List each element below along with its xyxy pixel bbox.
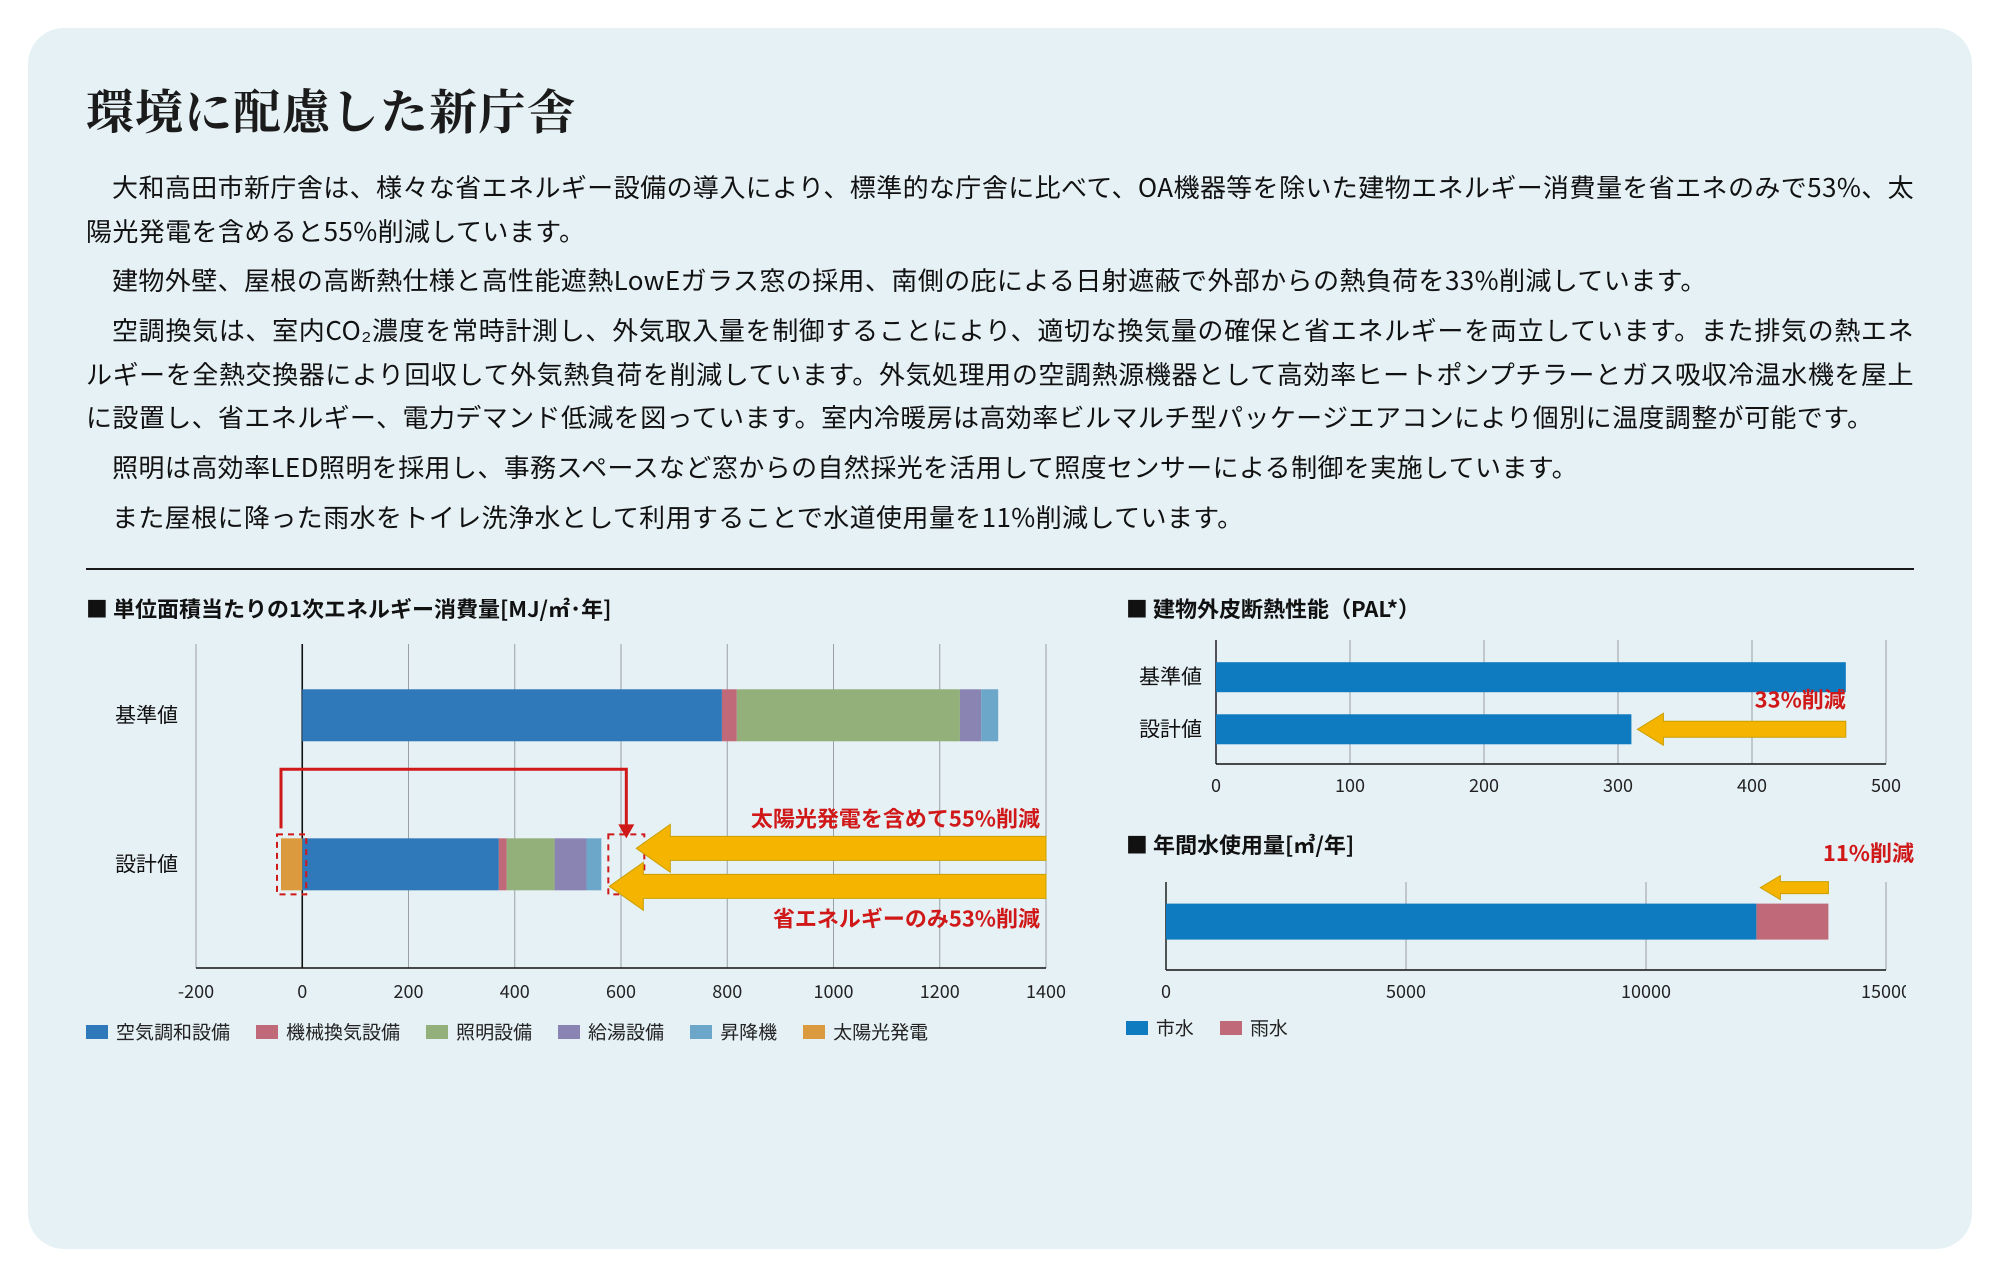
chart1-title: 単位面積当たりの1次エネルギー消費量[MJ/㎡･年]: [86, 592, 1066, 624]
paragraph: 照明は高効率LED照明を採用し、事務スペースなど窓からの自然採光を活用して照度セ…: [86, 445, 1914, 489]
svg-text:400: 400: [500, 978, 530, 1004]
chart2-block: 建物外皮断熱性能（PAL*） 0 100 200 300 400 500 基準値設計値 33%…: [1126, 592, 1914, 802]
svg-text:太陽光発電を含めて55%削減: 太陽光発電を含めて55%削減: [751, 802, 1040, 834]
paragraph: また屋根に降った雨水をトイレ洗浄水として利用することで水道使用量を11%削減して…: [86, 495, 1914, 539]
legend-swatch: [1220, 1021, 1242, 1035]
chart2: 0 100 200 300 400 500 基準値設計値 33%削減: [1126, 632, 1906, 802]
legend-swatch: [426, 1025, 448, 1039]
legend-label: 給湯設備: [588, 1018, 664, 1045]
legend-item: 空気調和設備: [86, 1018, 230, 1045]
legend-label: 昇降機: [720, 1018, 777, 1045]
svg-text:400: 400: [1737, 772, 1767, 798]
svg-text:5000: 5000: [1386, 978, 1426, 1004]
body-text: 大和高田市新庁舎は、様々な省エネルギー設備の導入により、標準的な庁舎に比べて、O…: [86, 165, 1914, 544]
legend-item: 照明設備: [426, 1018, 532, 1045]
legend-swatch: [256, 1025, 278, 1039]
chart1-legend: 空気調和設備 機械換気設備 照明設備 給湯設備 昇降機 太陽光発電: [86, 1018, 1066, 1045]
svg-text:設計値: 設計値: [1139, 714, 1202, 744]
svg-text:500: 500: [1871, 772, 1901, 798]
legend-label: 空気調和設備: [116, 1018, 230, 1045]
svg-text:300: 300: [1603, 772, 1633, 798]
svg-text:15000: 15000: [1861, 978, 1906, 1004]
chart3-note: 11%削減: [1823, 836, 1914, 868]
svg-text:1200: 1200: [920, 978, 960, 1004]
chart3-legend: 市水 雨水: [1126, 1014, 1914, 1041]
legend-label: 照明設備: [456, 1018, 532, 1045]
info-panel: 環境に配慮した新庁舎 大和高田市新庁舎は、様々な省エネルギー設備の導入により、標…: [28, 28, 1972, 1249]
svg-text:33%削減: 33%削減: [1755, 683, 1846, 715]
svg-text:10000: 10000: [1621, 978, 1671, 1004]
svg-text:0: 0: [297, 978, 307, 1004]
svg-text:200: 200: [1469, 772, 1499, 798]
legend-swatch: [690, 1025, 712, 1039]
svg-text:200: 200: [394, 978, 424, 1004]
legend-item: 太陽光発電: [803, 1018, 928, 1045]
legend-item: 市水: [1126, 1014, 1194, 1041]
legend-swatch: [558, 1025, 580, 1039]
legend-swatch: [803, 1025, 825, 1039]
legend-swatch: [1126, 1021, 1148, 1035]
svg-text:設計値: 設計値: [115, 849, 178, 879]
legend-label: 機械換気設備: [286, 1018, 400, 1045]
paragraph: 建物外壁、屋根の高断熱仕様と高性能遮熱LowEガラス窓の採用、南側の庇による日射…: [86, 258, 1914, 302]
svg-text:-200: -200: [178, 978, 214, 1004]
svg-text:100: 100: [1335, 772, 1365, 798]
svg-text:1400: 1400: [1026, 978, 1066, 1004]
legend-item: 雨水: [1220, 1014, 1288, 1041]
divider: [86, 568, 1914, 570]
chart3-title: 年間水使用量[㎥/年]: [1126, 828, 1354, 860]
legend-item: 昇降機: [690, 1018, 777, 1045]
legend-label: 市水: [1156, 1014, 1194, 1041]
legend-swatch: [86, 1025, 108, 1039]
svg-text:基準値: 基準値: [115, 700, 178, 730]
legend-label: 太陽光発電: [833, 1018, 928, 1045]
svg-text:800: 800: [712, 978, 742, 1004]
legend-item: 機械換気設備: [256, 1018, 400, 1045]
chart2-title: 建物外皮断熱性能（PAL*）: [1126, 592, 1914, 624]
svg-text:0: 0: [1161, 978, 1171, 1004]
svg-text:基準値: 基準値: [1139, 662, 1202, 692]
legend-item: 給湯設備: [558, 1018, 664, 1045]
page-title: 環境に配慮した新庁舎: [86, 74, 1914, 143]
svg-text:0: 0: [1211, 772, 1221, 798]
legend-label: 雨水: [1250, 1014, 1288, 1041]
chart1: -200 0 200 400 600 800 1000 1200 1400 基準値設計値 太陽光発電…: [86, 632, 1066, 1012]
svg-text:省エネルギーのみ53%削減: 省エネルギーのみ53%削減: [773, 902, 1040, 934]
paragraph: 大和高田市新庁舎は、様々な省エネルギー設備の導入により、標準的な庁舎に比べて、O…: [86, 165, 1914, 252]
paragraph: 空調換気は、室内CO₂濃度を常時計測し、外気取入量を制御することにより、適切な換…: [86, 308, 1914, 439]
chart3: 0 5000 10000 15000: [1126, 868, 1906, 1008]
svg-text:1000: 1000: [814, 978, 854, 1004]
chart3-block: 年間水使用量[㎥/年] 11%削減 0 5000 10000 15000 市水 雨水: [1126, 828, 1914, 1041]
svg-text:600: 600: [606, 978, 636, 1004]
